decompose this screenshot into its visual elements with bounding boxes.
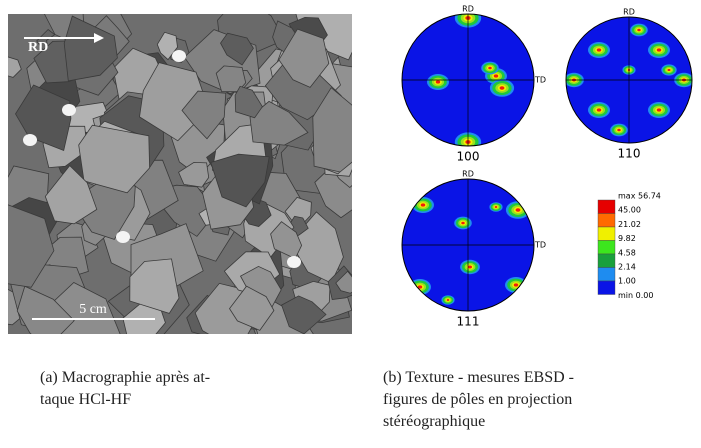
grain: [234, 85, 263, 119]
grain: [156, 31, 178, 61]
density-blob: [515, 208, 521, 212]
legend-swatch: [597, 199, 616, 214]
caption-line: (b) Texture - mesures EBSD -: [383, 369, 574, 386]
density-blob: [435, 80, 441, 84]
pole-right-label: TD: [534, 76, 546, 85]
caption-line: figures de pôles en projection: [383, 391, 573, 408]
caption-line: taque HCl-HF: [40, 391, 132, 408]
grain: [16, 285, 75, 334]
bright-grain: [23, 134, 37, 146]
legend-swatch: [597, 240, 616, 255]
density-blob: [446, 299, 450, 301]
legend-swatch: [597, 226, 616, 241]
pole-right-label: TD: [534, 241, 546, 250]
density-blob: [637, 28, 641, 32]
grain: [281, 295, 327, 334]
grain: [278, 28, 330, 88]
bright-grain: [62, 104, 76, 116]
density-blob: [493, 74, 499, 78]
grain: [8, 204, 55, 288]
density-blob: [617, 128, 621, 132]
grain: [312, 87, 352, 173]
grain: [210, 153, 270, 208]
grain: [78, 124, 151, 194]
caption-line: stéréographique: [383, 413, 486, 430]
arrow-head: [94, 33, 104, 43]
density-blob: [596, 48, 602, 52]
bright-grain: [116, 231, 130, 243]
density-blob: [417, 285, 423, 289]
density-blob: [667, 68, 671, 72]
grain: [44, 165, 98, 225]
density-blob: [656, 108, 662, 112]
pole-top-label: RD: [462, 5, 474, 14]
legend-label: min 0.00: [618, 291, 653, 300]
legend-label: 2.14: [618, 263, 636, 272]
bright-grain: [172, 50, 186, 62]
legend-label: 4.58: [618, 248, 636, 257]
caption-b: (b) Texture - mesures EBSD - figures de p…: [383, 367, 574, 433]
pole-top-label: RD: [623, 8, 635, 17]
legend-swatch: [597, 280, 616, 295]
direction-label: RD: [28, 40, 48, 55]
legend-swatch: [597, 253, 616, 268]
legend-swatch: [597, 267, 616, 282]
grain: [249, 100, 309, 146]
legend-swatch: [597, 213, 616, 228]
legend-label: 45.00: [618, 206, 641, 215]
grain: [8, 56, 22, 78]
bright-grain: [287, 256, 301, 268]
pole-name: 111: [457, 315, 480, 329]
legend-label: 21.02: [618, 220, 641, 229]
pole-figures: RD TD 100 RD 110 RD TD 111 max 56.74 45.00 21.02 9.…: [401, 5, 693, 329]
density-blob: [656, 48, 662, 52]
density-blob: [420, 203, 426, 207]
grain: [129, 258, 180, 314]
legend-label: 1.00: [618, 277, 636, 286]
legend-label: max 56.74: [618, 192, 661, 201]
caption-a: (a) Macrographie après at-taque HCl-HF: [40, 367, 210, 411]
density-blob: [461, 221, 465, 225]
scale-label: 5 cm: [79, 302, 107, 317]
grain: [63, 15, 118, 82]
density-blob: [499, 86, 505, 90]
grain: [335, 270, 352, 294]
grain: [181, 90, 227, 140]
grain: [229, 285, 275, 331]
grain: [220, 32, 254, 66]
grain: [178, 161, 210, 188]
density-blob: [488, 66, 492, 70]
density-blob: [513, 283, 519, 287]
pole-name: 110: [618, 147, 641, 161]
pole-name: 100: [457, 150, 480, 164]
density-blob: [468, 265, 472, 269]
caption-line: (a) Macrographie après at-: [40, 369, 211, 386]
density-blob: [596, 108, 602, 112]
legend-label: 9.82: [618, 234, 636, 243]
macrograph: RD 5 cm: [8, 14, 352, 334]
density-blob: [494, 206, 498, 208]
pole-top-label: RD: [462, 170, 474, 179]
